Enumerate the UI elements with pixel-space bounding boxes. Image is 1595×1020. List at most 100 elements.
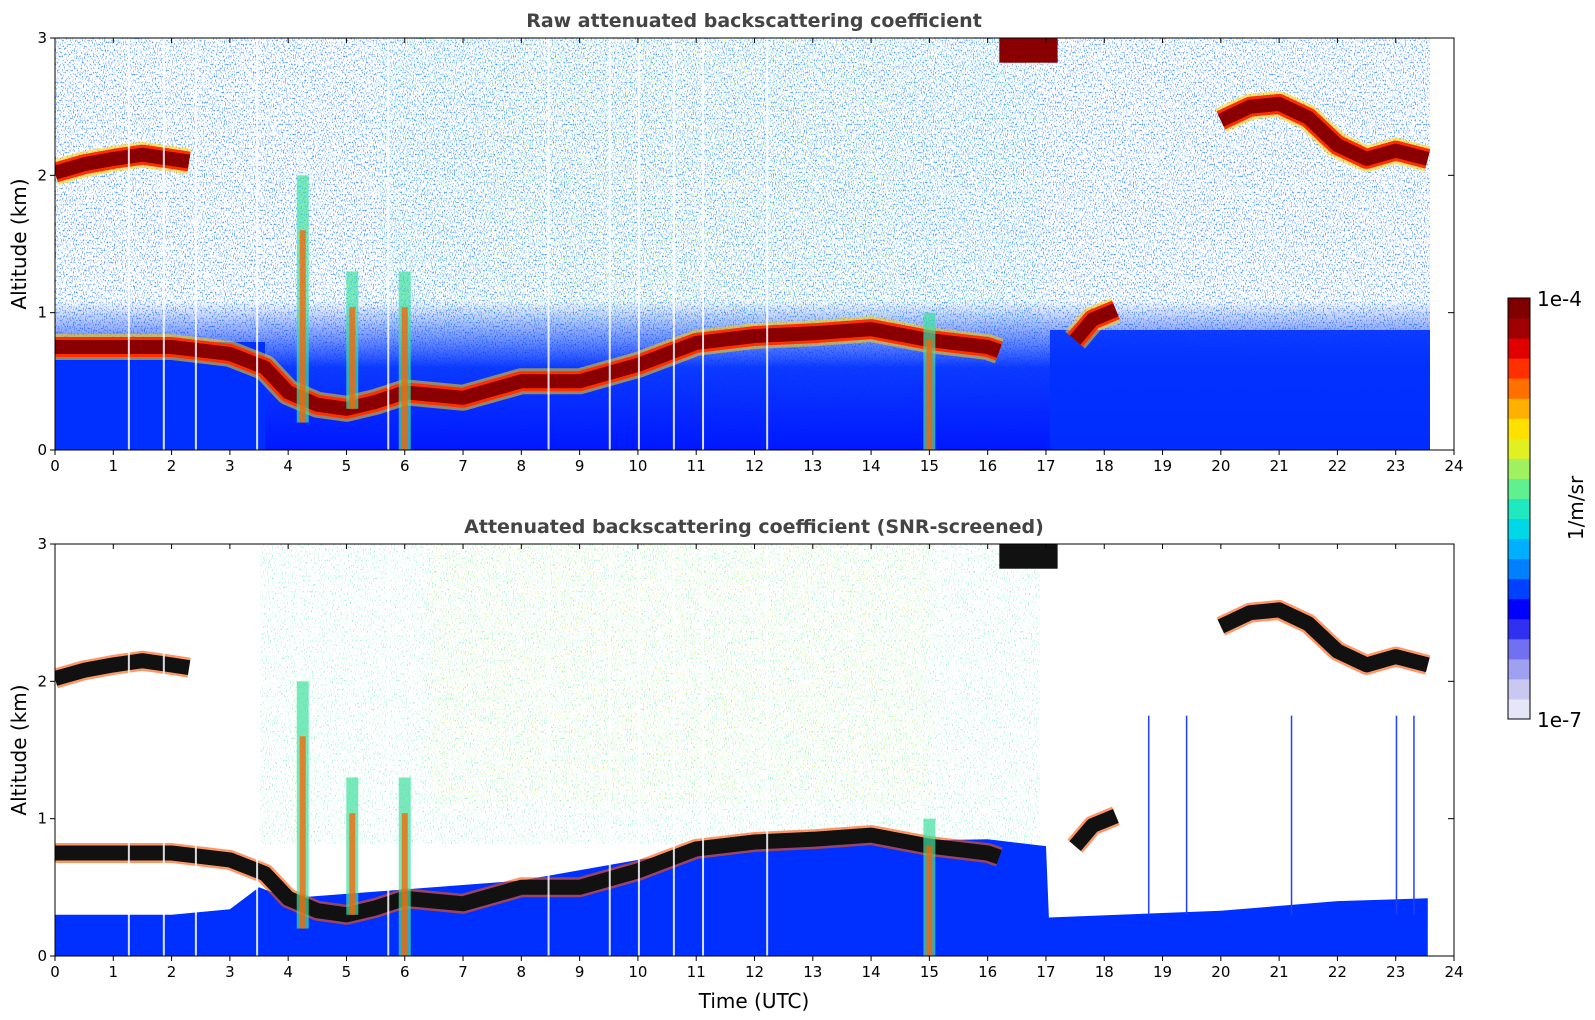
colorbar-band [1508, 358, 1530, 379]
data-gap [162, 544, 165, 956]
x-tick-label: 5 [342, 457, 352, 475]
colorbar: 1e-4 1e-7 1/m/sr [1507, 287, 1588, 732]
colorbar-band [1508, 458, 1530, 479]
plume-core [926, 846, 933, 956]
colorbar-band [1508, 558, 1530, 580]
y-tick-label: 1 [37, 304, 47, 322]
x-tick-label: 10 [628, 457, 647, 475]
x-tick-label: 11 [687, 963, 706, 981]
x-tick-label: 9 [575, 457, 585, 475]
colorbar-band [1508, 498, 1530, 520]
y-axis-label-screened: Altitude (km) [7, 684, 31, 815]
x-tick-label: 13 [803, 457, 822, 475]
cloud-layer [1069, 808, 1119, 851]
x-tick-label: 19 [1153, 963, 1172, 981]
x-tick-label: 6 [400, 963, 410, 981]
x-tick-label: 12 [745, 963, 764, 981]
heatmap-raw [55, 38, 1454, 450]
screened-streak [1185, 715, 1188, 915]
plume-core [349, 813, 356, 915]
screened-streak [1147, 715, 1150, 915]
y-tick-label: 0 [37, 947, 47, 965]
data-gap [702, 544, 705, 956]
x-tick-label: 0 [50, 963, 60, 981]
colorbar-band [1508, 478, 1530, 499]
data-gap [194, 38, 197, 450]
x-tick-label: 2 [167, 963, 177, 981]
colorbar-bands [1508, 298, 1530, 720]
x-axis-screened: 0 1 2 3 4 5 6 7 8 9 10 11 12 13 14 15 16 17 18 19 20 21 22 23 24 [50, 544, 1464, 981]
colorbar-band [1508, 438, 1530, 459]
colorbar-band [1508, 378, 1530, 399]
x-tick-label: 23 [1386, 457, 1405, 475]
x-tick-label: 21 [1270, 457, 1289, 475]
cloud-layer [55, 322, 1002, 416]
colorbar-band [1508, 538, 1530, 560]
screened-streak [1290, 715, 1293, 915]
plume-core [299, 736, 306, 929]
y-tick-label: 2 [37, 166, 47, 184]
data-gap [672, 544, 675, 956]
colorbar-band [1508, 678, 1530, 700]
x-tick-label: 22 [1328, 963, 1347, 981]
panel-title-screened: Attenuated backscattering coefficient (S… [464, 516, 1044, 538]
data-gap [547, 544, 550, 956]
y-tick-label: 0 [37, 441, 47, 459]
panel-screened: Attenuated backscattering coefficient (S… [7, 516, 1464, 1013]
colorbar-band [1508, 638, 1530, 660]
high-cloud [999, 38, 1058, 63]
data-gap [387, 544, 390, 956]
data-gap [387, 38, 390, 450]
data-gap [256, 38, 259, 450]
x-axis-label: Time (UTC) [698, 989, 810, 1013]
data-gap [702, 38, 705, 450]
x-tick-label: 14 [862, 963, 881, 981]
data-gap [256, 544, 259, 956]
colorbar-band [1508, 418, 1530, 439]
data-gap [162, 38, 165, 450]
cloud-layers-raw [55, 90, 1432, 422]
x-tick-label: 18 [1095, 457, 1114, 475]
colorbar-band [1508, 578, 1530, 600]
colorbar-band [1508, 318, 1530, 339]
x-tick-label: 15 [920, 963, 939, 981]
x-tick-label: 1 [109, 457, 119, 475]
x-tick-label: 4 [283, 457, 293, 475]
cloud-layer [55, 147, 191, 180]
colorbar-band [1508, 698, 1530, 720]
x-axis-raw: 0 1 2 3 4 5 6 7 8 9 10 11 12 13 14 15 16 17 18 19 20 21 22 23 24 [50, 38, 1464, 475]
heatmap-screened [55, 544, 1454, 956]
data-gap [672, 38, 675, 450]
x-tick-label: 22 [1328, 457, 1347, 475]
cloud-layer [1217, 602, 1430, 673]
screened-streak [1413, 715, 1415, 915]
data-gap [637, 544, 640, 956]
cloud-layer [55, 827, 1002, 923]
screened-streak [1395, 715, 1398, 915]
plume-core [401, 307, 408, 450]
colorbar-band [1508, 518, 1530, 540]
colorbar-band [1508, 298, 1530, 319]
x-tick-label: 5 [342, 963, 352, 981]
x-tick-label: 20 [1211, 457, 1230, 475]
data-gap [127, 544, 130, 956]
x-tick-label: 0 [50, 457, 60, 475]
colorbar-band [1508, 338, 1530, 359]
plume-core [401, 813, 408, 956]
data-gap [766, 38, 769, 450]
data-gap [127, 38, 130, 450]
colorbar-band [1508, 398, 1530, 419]
x-tick-label: 15 [920, 457, 939, 475]
panel-title-raw: Raw attenuated backscattering coefficien… [526, 10, 982, 32]
x-tick-label: 16 [978, 963, 997, 981]
x-tick-label: 10 [628, 963, 647, 981]
x-tick-label: 7 [458, 457, 468, 475]
data-gap [766, 544, 769, 956]
x-tick-label: 6 [400, 457, 410, 475]
x-tick-label: 24 [1444, 963, 1463, 981]
streaks-screened [127, 544, 1415, 956]
high-cloud [999, 544, 1058, 569]
streaks-raw [127, 38, 1058, 450]
plume-core [926, 340, 933, 450]
